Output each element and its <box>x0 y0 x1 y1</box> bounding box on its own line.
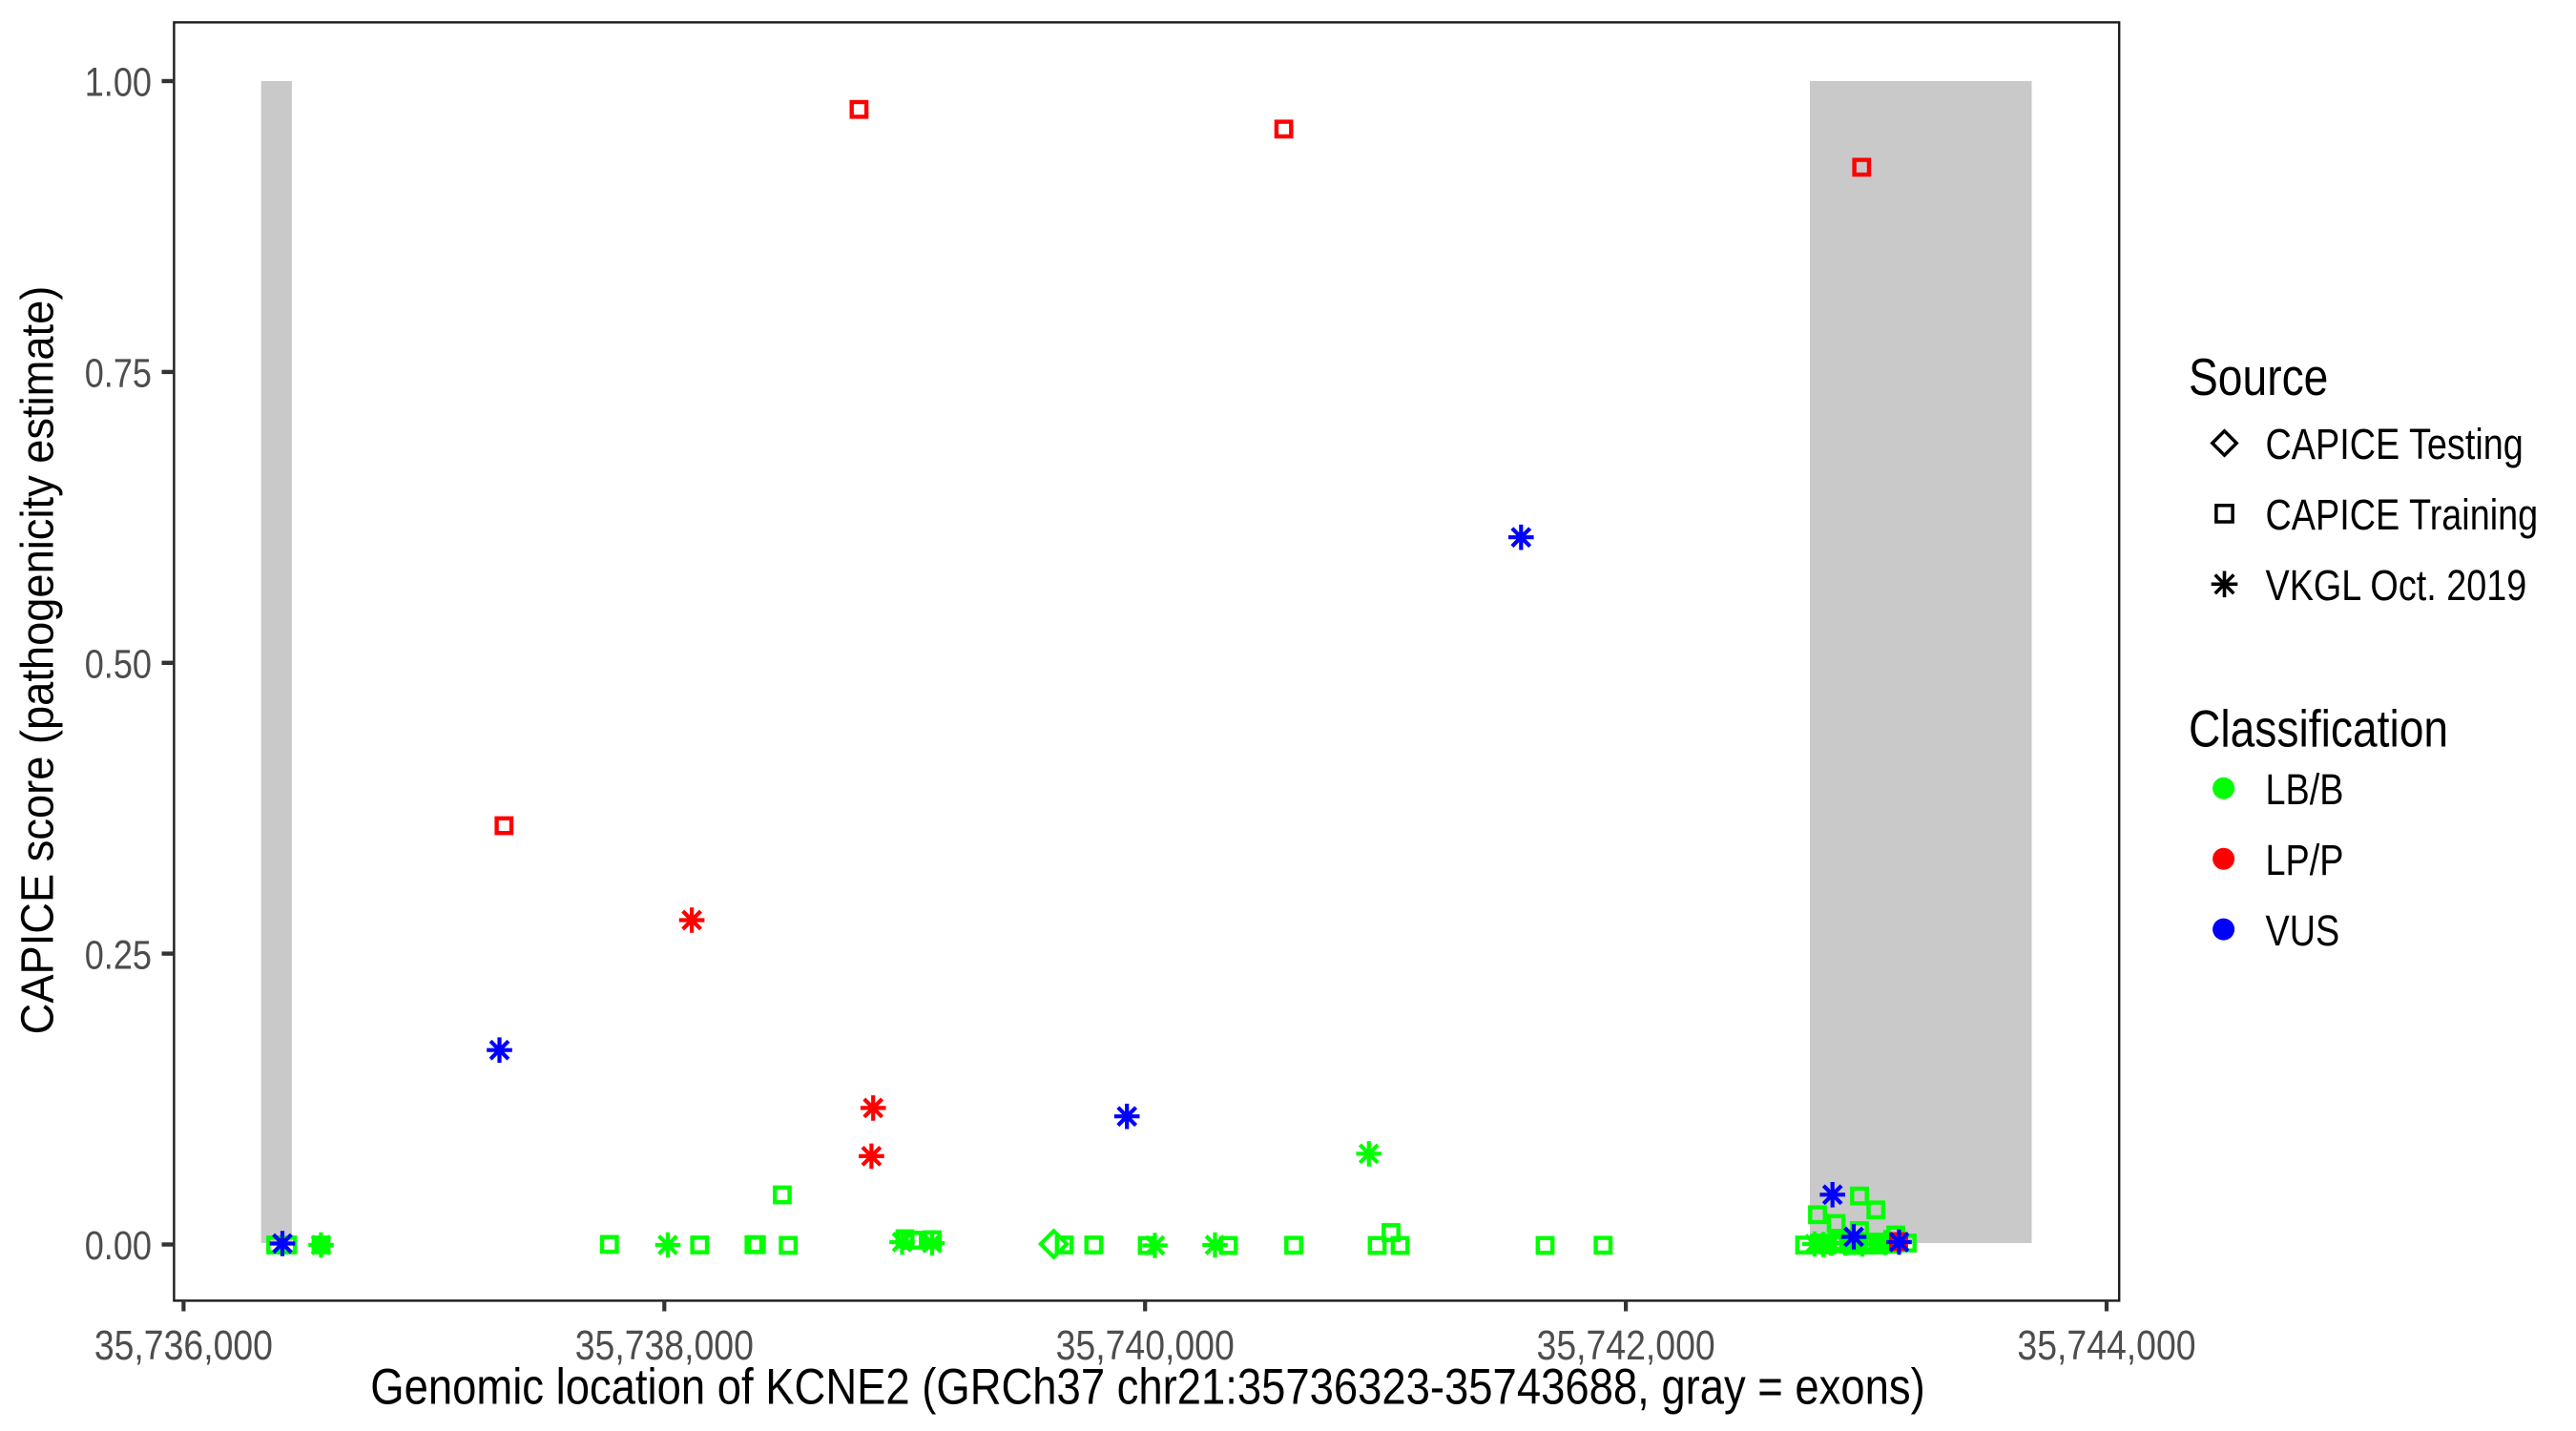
svg-text:Source: Source <box>2189 347 2328 406</box>
svg-text:1.00: 1.00 <box>85 60 152 106</box>
svg-text:35,744,000: 35,744,000 <box>2017 1321 2195 1369</box>
svg-text:VKGL Oct. 2019: VKGL Oct. 2019 <box>2266 561 2527 610</box>
svg-text:0.25: 0.25 <box>85 932 152 978</box>
svg-text:0.00: 0.00 <box>85 1223 152 1269</box>
svg-text:0.75: 0.75 <box>85 351 152 397</box>
svg-text:Genomic location of KCNE2 (GRC: Genomic location of KCNE2 (GRCh37 chr21:… <box>370 1358 1924 1415</box>
svg-text:35,742,000: 35,742,000 <box>1537 1321 1715 1369</box>
svg-text:35,738,000: 35,738,000 <box>575 1321 754 1369</box>
svg-text:CAPICE score (pathogenicity es: CAPICE score (pathogenicity estimate) <box>11 286 63 1035</box>
svg-text:CAPICE Training: CAPICE Training <box>2266 490 2539 539</box>
svg-text:35,736,000: 35,736,000 <box>94 1321 273 1369</box>
svg-text:35,740,000: 35,740,000 <box>1056 1321 1235 1369</box>
svg-text:Classification: Classification <box>2189 699 2448 758</box>
svg-text:VUS: VUS <box>2266 906 2340 955</box>
svg-text:LP/P: LP/P <box>2266 836 2344 884</box>
svg-text:CAPICE Testing: CAPICE Testing <box>2266 420 2524 468</box>
svg-text:LB/B: LB/B <box>2266 765 2344 814</box>
svg-text:0.50: 0.50 <box>85 642 152 688</box>
